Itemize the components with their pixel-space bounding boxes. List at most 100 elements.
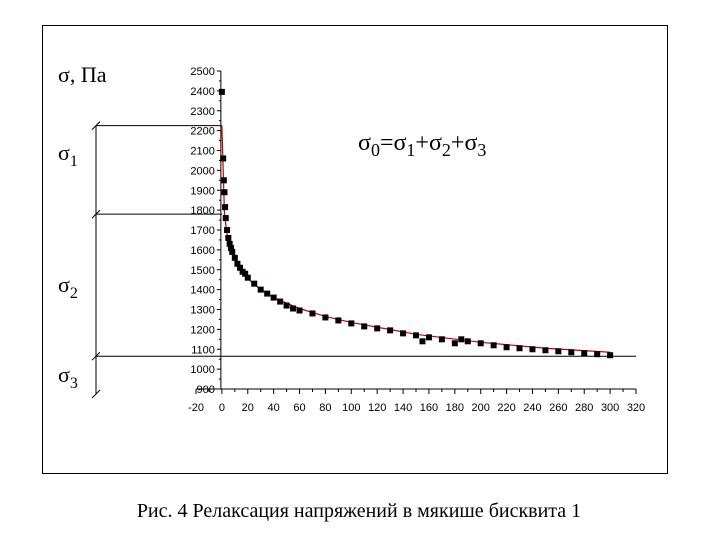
data-point	[229, 248, 236, 255]
x-tick-label: 140	[394, 402, 412, 414]
y-tick-label: 2200	[190, 126, 214, 138]
x-tick-label: 300	[601, 402, 619, 414]
data-point	[221, 189, 228, 196]
data-point	[594, 351, 601, 358]
data-point	[237, 264, 243, 271]
x-tick-label: 220	[497, 402, 515, 414]
y-tick-label: 1100	[191, 344, 215, 356]
y-tick-label: 1600	[190, 245, 214, 257]
data-point	[419, 338, 426, 345]
data-point	[251, 280, 258, 287]
data-point	[335, 317, 342, 324]
figure-frame	[42, 25, 668, 474]
x-tick-label: 120	[368, 402, 386, 414]
data-point	[503, 344, 510, 351]
y-tick-label: 1400	[190, 285, 214, 297]
y-tick-label: 1200	[190, 324, 214, 336]
data-point	[257, 286, 264, 293]
fit-line	[221, 125, 611, 353]
data-point	[218, 88, 225, 95]
y-tick-label: 1800	[190, 205, 214, 217]
x-tick-label: 320	[627, 402, 645, 414]
data-point	[220, 177, 227, 184]
data-point	[425, 334, 432, 341]
sigma-sum-equation: σ0=σ1+σ2+σ3	[358, 130, 486, 160]
data-point	[222, 215, 229, 222]
x-tick-label: 160	[420, 402, 438, 414]
y-tick-label: 2000	[190, 165, 214, 177]
fit-curve	[221, 125, 611, 353]
data-point	[296, 307, 303, 314]
x-tick-label: 0	[219, 402, 225, 414]
data-point	[220, 155, 227, 162]
y-tick-label: 2100	[190, 146, 214, 158]
data-point	[231, 254, 238, 261]
data-point	[224, 227, 231, 233]
data-point	[348, 320, 355, 327]
x-tick-label: 260	[549, 402, 567, 414]
bracket-tick	[91, 351, 101, 361]
data-point	[400, 330, 407, 337]
data-point	[555, 348, 562, 355]
data-point	[283, 302, 290, 309]
data-point	[477, 340, 484, 347]
y-tick-label: 1000	[190, 364, 214, 376]
data-point	[225, 234, 232, 241]
data-point	[451, 340, 458, 347]
data-point	[438, 336, 445, 343]
y-tick-label: 1500	[190, 265, 214, 277]
data-point	[529, 346, 536, 353]
y-tick-label: 1900	[190, 185, 214, 197]
y-tick-label: 1700	[190, 225, 214, 237]
data-point	[581, 350, 588, 357]
bracket-tick	[91, 389, 101, 399]
data-point	[387, 327, 394, 334]
y-tick-label: 900	[197, 384, 215, 396]
sigma-2-label: σ2	[58, 272, 78, 302]
data-point	[542, 347, 549, 354]
x-tick-label: 280	[575, 402, 593, 414]
y-tick-label: 2500	[190, 66, 214, 78]
x-tick-label: 180	[446, 402, 464, 414]
chart-axes: 9001000110012001300140015001600170018001…	[188, 66, 645, 414]
y-tick-label: 1300	[190, 305, 214, 317]
sigma-1-label: σ1	[58, 140, 78, 170]
y-axis-title: σ, Па	[58, 62, 107, 87]
data-point	[242, 270, 249, 277]
x-tick-label: 40	[268, 402, 280, 414]
x-tick-label: 240	[523, 402, 541, 414]
data-points	[218, 88, 614, 359]
bracket-tick	[91, 121, 101, 131]
data-point	[270, 294, 277, 301]
data-point	[227, 244, 234, 251]
data-point	[226, 240, 233, 247]
data-point	[490, 342, 497, 349]
data-point	[458, 336, 465, 343]
data-point	[516, 345, 523, 352]
y-tick-label: 2300	[190, 106, 214, 118]
sigma-brackets	[91, 121, 636, 399]
figure-caption: Рис. 4 Релаксация напряжений в мякише би…	[136, 500, 582, 522]
data-point	[568, 349, 575, 356]
data-point	[322, 314, 329, 321]
data-point	[413, 332, 419, 339]
x-tick-label: 80	[319, 402, 331, 414]
data-point	[244, 274, 251, 281]
data-point	[234, 260, 241, 267]
x-tick-label: 20	[242, 402, 254, 414]
y-tick-label: 2400	[190, 86, 214, 98]
data-point	[222, 204, 229, 211]
data-point	[464, 338, 471, 345]
x-tick-label: 200	[472, 402, 490, 414]
bracket-tick	[91, 209, 101, 219]
data-point	[361, 323, 368, 330]
data-point	[277, 298, 284, 305]
data-point	[309, 310, 316, 317]
data-point	[607, 352, 614, 359]
data-point	[264, 290, 271, 297]
x-tick-label: 60	[293, 402, 305, 414]
x-tick-label: -20	[188, 402, 204, 414]
data-point	[290, 305, 297, 312]
data-point	[374, 325, 381, 332]
